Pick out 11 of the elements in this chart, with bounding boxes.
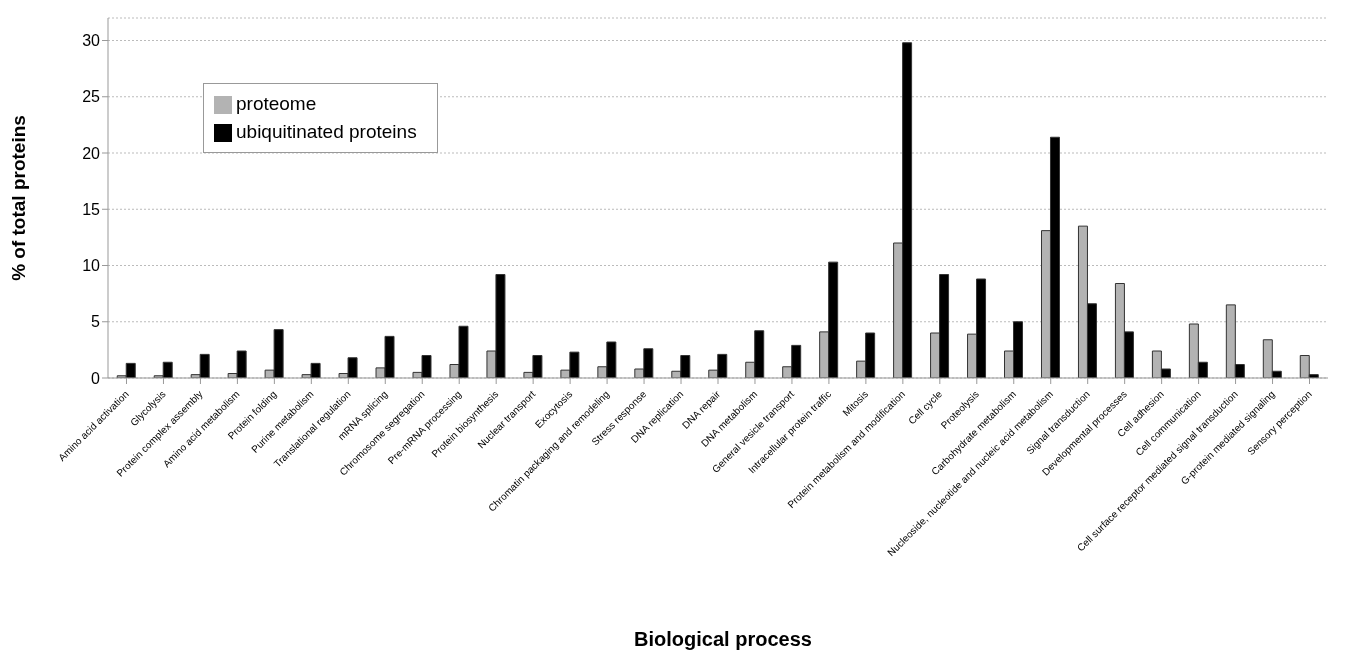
- y-tick-label: 30: [82, 32, 101, 50]
- x-axis-title: Biological process: [633, 628, 813, 651]
- y-axis-title: % of total proteins: [7, 115, 29, 281]
- y-tick-label: 10: [82, 257, 101, 275]
- y-tick-label: 20: [82, 144, 101, 162]
- y-tick-label: 0: [91, 369, 101, 387]
- legend-label: ubiquitinated proteins: [236, 121, 417, 142]
- legend-label: proteome: [236, 93, 317, 114]
- y-tick-label: 15: [82, 200, 101, 218]
- y-tick-label: 25: [82, 88, 101, 106]
- y-tick-label: 5: [91, 313, 101, 331]
